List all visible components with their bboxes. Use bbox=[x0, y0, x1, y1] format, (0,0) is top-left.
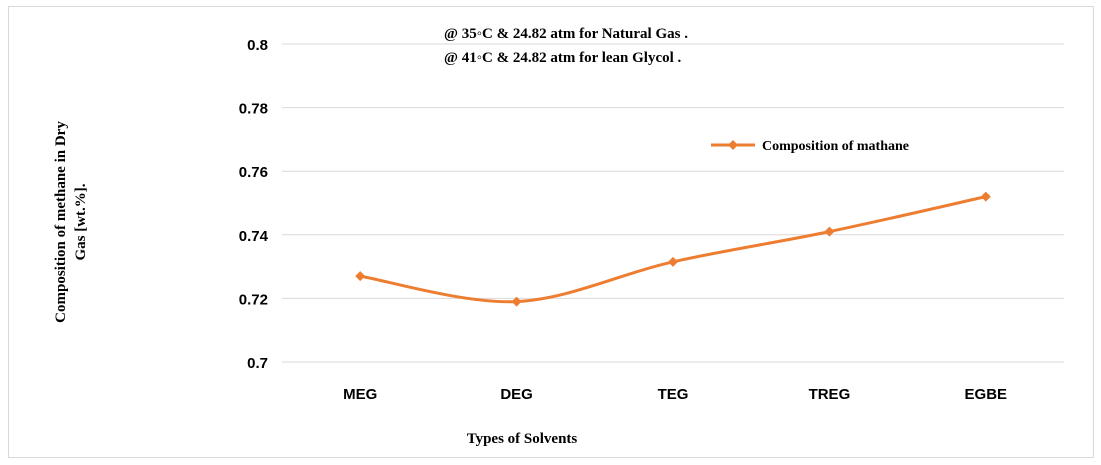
y-axis-label-line-1: Composition of methane in Dry bbox=[53, 121, 69, 323]
x-tick-label: MEG bbox=[343, 386, 377, 403]
y-axis-label: Composition of methane in Dry Gas [wt.%]… bbox=[53, 121, 89, 323]
data-point bbox=[980, 191, 991, 202]
data-point bbox=[355, 271, 366, 282]
y-tick-label: 0.78 bbox=[239, 101, 268, 118]
y-axis-label-line-2: Gas [wt.%]. bbox=[73, 183, 89, 260]
y-tick-label: 0.72 bbox=[239, 291, 268, 308]
legend: Composition of mathane bbox=[711, 139, 909, 154]
legend-label: Composition of mathane bbox=[762, 139, 909, 154]
data-point bbox=[511, 296, 522, 307]
chart-frame bbox=[8, 6, 1094, 458]
series-layer bbox=[355, 191, 991, 307]
y-tick-label: 0.76 bbox=[239, 164, 268, 181]
data-point bbox=[668, 256, 678, 267]
legend-marker bbox=[728, 140, 738, 150]
y-tick-label: 0.74 bbox=[239, 228, 269, 245]
x-tick-label: EGBE bbox=[965, 386, 1008, 403]
data-point bbox=[824, 226, 835, 237]
annotation-line-1: @ 35◦C & 24.82 atm for Natural Gas . bbox=[444, 26, 688, 42]
x-tick-labels: MEG DEG TEG TREG EGBE bbox=[343, 386, 1007, 403]
x-axis-label: Types of Solvents bbox=[467, 431, 578, 447]
x-tick-label: TREG bbox=[809, 386, 851, 403]
x-tick-label: DEG bbox=[500, 386, 533, 403]
x-tick-label: TEG bbox=[658, 386, 689, 403]
y-tick-labels: 0.7 0.72 0.74 0.76 0.78 0.8 bbox=[239, 37, 269, 372]
y-tick-label: 0.7 bbox=[247, 355, 268, 372]
gridlines bbox=[282, 43, 1064, 363]
series-line bbox=[359, 195, 987, 304]
y-tick-label: 0.8 bbox=[247, 37, 268, 54]
annotation-line-2: @ 41◦C & 24.82 atm for lean Glycol . bbox=[444, 50, 682, 66]
